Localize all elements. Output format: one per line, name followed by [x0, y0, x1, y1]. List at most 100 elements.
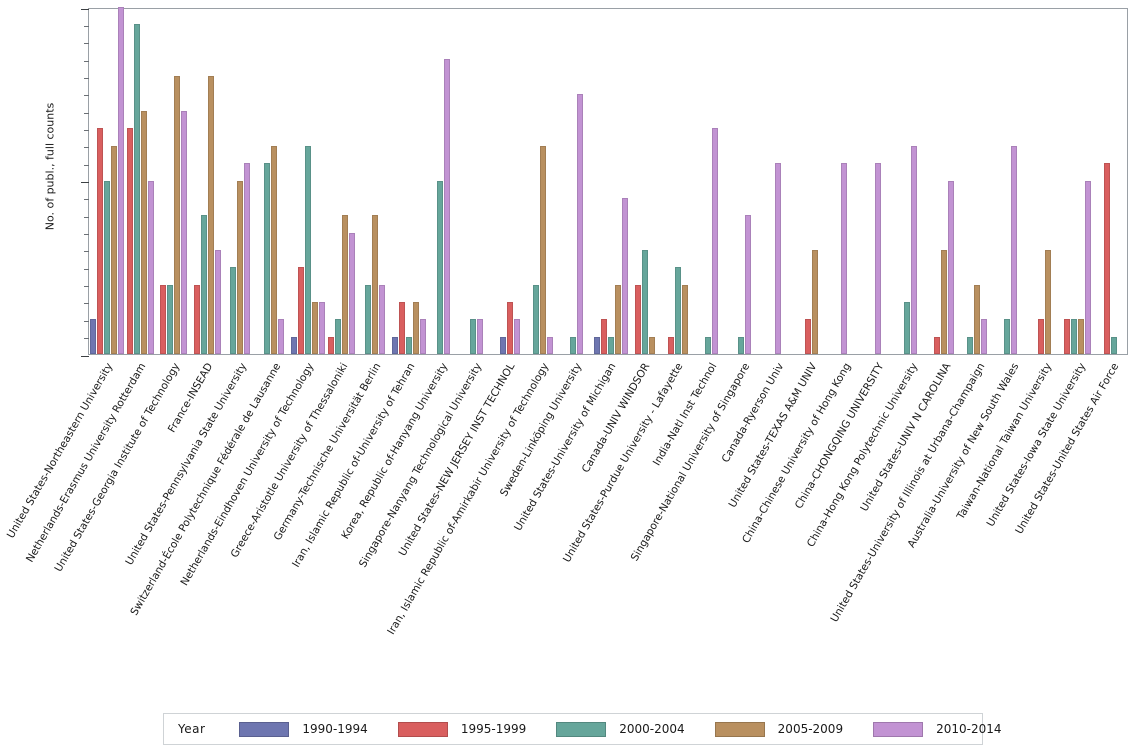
- bar[interactable]: [167, 284, 174, 354]
- bar[interactable]: [500, 336, 507, 354]
- bar[interactable]: [160, 284, 167, 354]
- bar[interactable]: [911, 145, 918, 354]
- bar[interactable]: [477, 319, 484, 354]
- legend-item[interactable]: 1995-1999: [397, 721, 526, 737]
- bar[interactable]: [600, 319, 607, 354]
- bar[interactable]: [547, 336, 554, 354]
- bar[interactable]: [981, 319, 988, 354]
- bar[interactable]: [365, 284, 372, 354]
- bar[interactable]: [443, 59, 450, 354]
- bar[interactable]: [117, 7, 124, 354]
- bar[interactable]: [533, 284, 540, 354]
- bar[interactable]: [1004, 319, 1011, 354]
- bar[interactable]: [934, 336, 941, 354]
- bar[interactable]: [277, 319, 284, 354]
- bar[interactable]: [967, 336, 974, 354]
- bar[interactable]: [811, 249, 818, 354]
- bar[interactable]: [134, 24, 141, 354]
- bar-group: [257, 9, 290, 354]
- bar[interactable]: [193, 284, 200, 354]
- bar[interactable]: [648, 336, 655, 354]
- bar[interactable]: [1011, 145, 1018, 354]
- bar[interactable]: [244, 163, 251, 354]
- bar-group: [628, 9, 661, 354]
- bar[interactable]: [570, 336, 577, 354]
- bar[interactable]: [349, 232, 356, 354]
- bar[interactable]: [593, 336, 600, 354]
- bar[interactable]: [904, 301, 911, 354]
- bar[interactable]: [621, 197, 628, 354]
- bar[interactable]: [1063, 319, 1070, 354]
- bar-group: [560, 9, 593, 354]
- bar[interactable]: [675, 267, 682, 354]
- bar[interactable]: [634, 284, 641, 354]
- bar[interactable]: [148, 180, 155, 354]
- legend-item[interactable]: 2010-2014: [873, 721, 1002, 737]
- bar[interactable]: [974, 284, 981, 354]
- bar[interactable]: [214, 249, 221, 354]
- bar[interactable]: [614, 284, 621, 354]
- legend-item[interactable]: 1990-1994: [239, 721, 368, 737]
- bar[interactable]: [96, 128, 103, 354]
- bar[interactable]: [436, 180, 443, 354]
- bar[interactable]: [470, 319, 477, 354]
- bar[interactable]: [1104, 163, 1111, 354]
- bar[interactable]: [682, 284, 689, 354]
- bar[interactable]: [230, 267, 237, 354]
- bar[interactable]: [1111, 336, 1118, 354]
- bar[interactable]: [941, 249, 948, 354]
- bar[interactable]: [711, 128, 718, 354]
- bar[interactable]: [328, 336, 335, 354]
- bar[interactable]: [200, 215, 207, 354]
- bar[interactable]: [507, 301, 514, 354]
- legend-item[interactable]: 2000-2004: [556, 721, 685, 737]
- bar[interactable]: [738, 336, 745, 354]
- bar[interactable]: [127, 128, 134, 354]
- bar[interactable]: [745, 215, 752, 354]
- bar[interactable]: [342, 215, 349, 354]
- bar[interactable]: [704, 336, 711, 354]
- bar[interactable]: [318, 301, 325, 354]
- bar[interactable]: [379, 284, 386, 354]
- bar[interactable]: [237, 180, 244, 354]
- bar[interactable]: [577, 93, 584, 354]
- bar[interactable]: [874, 163, 881, 354]
- bar[interactable]: [1077, 319, 1084, 354]
- bar[interactable]: [392, 336, 399, 354]
- bar[interactable]: [641, 249, 648, 354]
- bar[interactable]: [110, 145, 117, 354]
- bar[interactable]: [668, 336, 675, 354]
- bar[interactable]: [89, 319, 96, 354]
- bar[interactable]: [181, 111, 188, 354]
- bar[interactable]: [1084, 180, 1091, 354]
- bar[interactable]: [311, 301, 318, 354]
- bar[interactable]: [207, 76, 214, 354]
- bar[interactable]: [1037, 319, 1044, 354]
- bar[interactable]: [540, 145, 547, 354]
- bar[interactable]: [270, 145, 277, 354]
- bar[interactable]: [948, 180, 955, 354]
- bar[interactable]: [174, 76, 181, 354]
- bar[interactable]: [399, 301, 406, 354]
- bar[interactable]: [304, 145, 311, 354]
- bar[interactable]: [372, 215, 379, 354]
- bar[interactable]: [1044, 249, 1051, 354]
- bar[interactable]: [263, 163, 270, 354]
- bar[interactable]: [290, 336, 297, 354]
- bar[interactable]: [514, 319, 521, 354]
- bar[interactable]: [607, 336, 614, 354]
- bar-group: [728, 9, 761, 354]
- bar[interactable]: [774, 163, 781, 354]
- bar[interactable]: [413, 301, 420, 354]
- bar[interactable]: [841, 163, 848, 354]
- bar[interactable]: [335, 319, 342, 354]
- bar[interactable]: [1070, 319, 1077, 354]
- bar[interactable]: [297, 267, 304, 354]
- bar[interactable]: [141, 111, 148, 354]
- legend-item[interactable]: 2005-2009: [714, 721, 843, 737]
- bar[interactable]: [804, 319, 811, 354]
- bar[interactable]: [103, 180, 110, 354]
- bar[interactable]: [406, 336, 413, 354]
- y-axis-ticks: 01020: [81, 8, 1127, 357]
- bar[interactable]: [420, 319, 427, 354]
